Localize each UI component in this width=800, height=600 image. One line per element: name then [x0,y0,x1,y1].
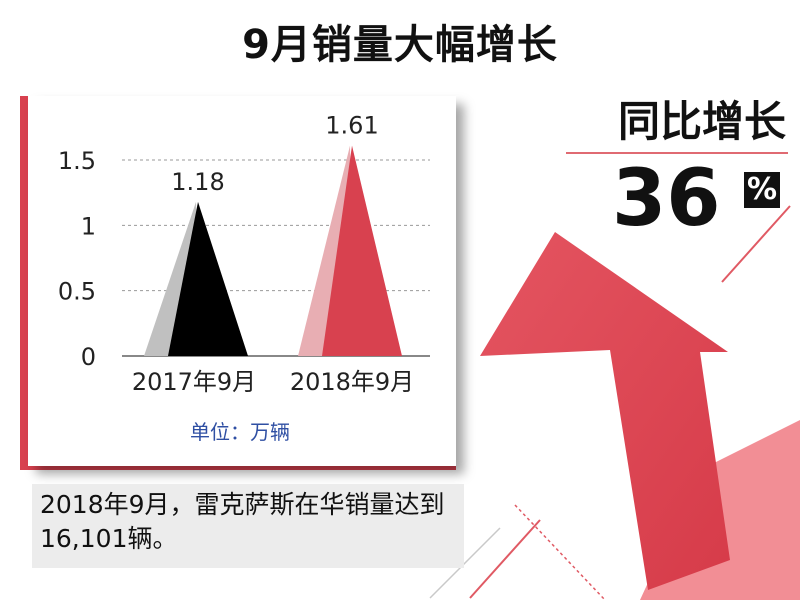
percent-badge: % [744,172,780,208]
y-tick-label: 1 [81,212,96,240]
y-tick-label: 0 [81,343,96,371]
caption-text: 2018年9月，雷克萨斯在华销量达到16,101辆。 [40,490,445,553]
yoy-divider [566,152,788,154]
y-tick-label: 0.5 [58,278,96,306]
yoy-label: 同比增长 [617,97,786,146]
x-tick-label: 2018年9月 [290,368,414,396]
caption-box [32,484,464,568]
x-tick-label: 2017年9月 [132,368,256,396]
panel-accent-left [20,96,28,470]
yoy-value: 36 [612,154,721,244]
chart-panel [28,96,456,466]
data-label: 1.61 [325,112,378,140]
panel-accent-bottom [20,462,456,470]
bar [322,145,402,356]
bar [168,201,248,356]
page-title: 9月销量大幅增长 [242,22,558,68]
unit-label: 单位：万辆 [190,420,290,444]
y-tick-label: 1.5 [58,147,96,175]
data-label: 1.18 [171,168,224,196]
